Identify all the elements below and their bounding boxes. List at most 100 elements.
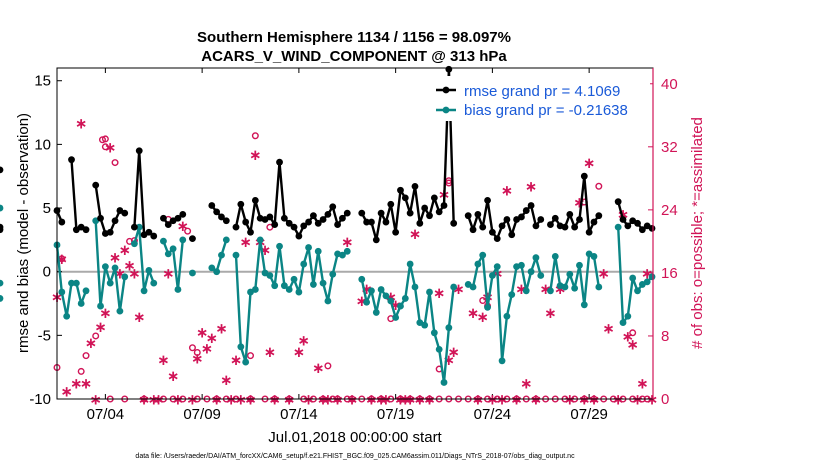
rmse-point	[518, 213, 525, 221]
bias-point	[145, 267, 153, 274]
bias-point	[619, 319, 627, 327]
legend-rmse-marker	[442, 86, 450, 94]
right-tick-label: 16	[661, 265, 678, 282]
bias-point	[140, 287, 148, 295]
obs-assimilated-marker: ∗	[433, 284, 446, 302]
bias-point	[174, 286, 182, 293]
bias-line-segment	[467, 253, 542, 362]
bias-point	[479, 251, 487, 259]
bias-point	[111, 264, 119, 272]
rmse-point	[319, 216, 327, 223]
bias-point	[561, 283, 569, 291]
obs-assimilated-marker: ∗	[230, 351, 243, 369]
rmse-point	[634, 219, 641, 227]
rmse-point	[160, 214, 167, 222]
bias-point	[372, 309, 380, 316]
bias-point	[0, 204, 4, 212]
rmse-point	[150, 232, 158, 240]
bias-point	[101, 263, 109, 270]
rmse-point	[522, 207, 530, 214]
rmse-point	[411, 182, 419, 190]
rmse-point	[580, 172, 588, 180]
obs-assimilated-marker: ∗	[501, 182, 514, 200]
bias-point	[445, 324, 453, 332]
bias-point	[493, 263, 501, 270]
rmse-point	[97, 214, 104, 222]
obs-assimilated-marker: ∗	[118, 241, 131, 259]
bias-point	[242, 358, 250, 366]
rmse-point	[406, 209, 414, 217]
rmse-point	[121, 209, 129, 217]
legend-rmse-label: rmse grand pr = 4.1069	[464, 83, 620, 100]
bias-point	[58, 288, 66, 296]
rmse-point	[276, 158, 283, 166]
y-axis-label: rmse and bias (model - observation)	[15, 113, 32, 353]
obs-assimilated-marker: ∗	[196, 324, 209, 342]
rmse-point	[111, 217, 119, 225]
rmse-series	[0, 65, 656, 244]
legend-box	[432, 76, 650, 121]
obs-assimilated-marker: ∗	[157, 351, 170, 369]
rmse-point	[624, 222, 632, 230]
rmse-point	[469, 226, 477, 234]
rmse-point	[285, 219, 293, 227]
obs-assimilated-marker: ∗	[583, 154, 596, 172]
rmse-point	[576, 216, 583, 223]
bias-point	[469, 283, 477, 291]
obs-assimilated-marker: ∗	[520, 375, 533, 393]
rmse-point	[266, 213, 274, 221]
obs-assimilated-marker: ∗	[176, 217, 189, 235]
y-tick-label: 0	[43, 264, 51, 281]
bias-point	[474, 260, 482, 268]
obs-assimilated-marker: ∗	[128, 264, 141, 282]
rmse-point	[648, 225, 656, 232]
legend-bias-marker	[442, 106, 450, 114]
right-tick-label: 40	[661, 76, 678, 93]
bias-point	[189, 269, 196, 277]
rmse-point	[488, 228, 496, 236]
obs-assimilated-marker: ∗	[525, 178, 538, 196]
bias-point	[314, 247, 322, 255]
y-tick-label: 15	[34, 73, 51, 90]
plot-area	[57, 68, 653, 399]
bias-point	[614, 223, 622, 231]
bias-point	[160, 237, 167, 245]
rmse-point	[426, 212, 433, 220]
obs-assimilated-marker: ∗	[215, 320, 228, 338]
x-tick-label: 07/04	[87, 406, 125, 423]
x-tick-label: 07/24	[474, 406, 512, 423]
rmse-point	[164, 221, 172, 228]
bias-point	[368, 287, 375, 295]
rmse-line-segment	[467, 199, 542, 240]
rmse-point	[358, 209, 366, 217]
obs-assimilated-marker: ∗	[206, 329, 219, 347]
x-axis-label: Jul.01,2018 00:00:00 start	[268, 429, 442, 446]
bias-point	[0, 295, 4, 302]
bias-point	[164, 250, 172, 258]
obs-possible-marker	[251, 132, 259, 140]
bias-point	[488, 272, 496, 279]
obs-possible-marker	[629, 329, 637, 337]
obs-assimilated-marker: ∗	[220, 371, 233, 389]
bias-point	[624, 312, 632, 320]
rmse-point	[145, 228, 153, 236]
obs-possible-marker	[101, 143, 109, 151]
right-tick-label: 8	[661, 328, 669, 345]
bias-point	[435, 345, 443, 353]
rmse-point	[343, 209, 351, 217]
y-tick-label: 5	[43, 200, 51, 217]
bias-point	[305, 244, 312, 251]
obs-possible-marker	[479, 296, 487, 304]
rmse-point	[131, 223, 138, 231]
obs-assimilated-marker: ∗	[162, 264, 175, 282]
obs-assimilated-marker: ∗	[467, 304, 480, 322]
obs-possible-marker	[92, 332, 100, 340]
rmse-point	[551, 214, 559, 222]
rmse-point	[208, 202, 216, 209]
rmse-point	[537, 216, 545, 223]
bias-point	[551, 253, 559, 260]
bias-point	[503, 312, 511, 320]
bias-point	[150, 279, 158, 287]
obs-assimilated-marker: ∗	[75, 115, 88, 133]
